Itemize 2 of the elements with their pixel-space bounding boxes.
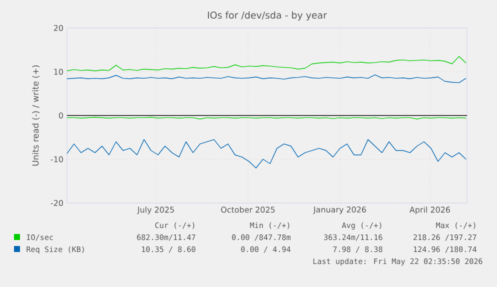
chart-title: IOs for /dev/sda - by year <box>208 11 327 21</box>
y-axis-title: Units read (-) / write (+) <box>32 65 40 166</box>
